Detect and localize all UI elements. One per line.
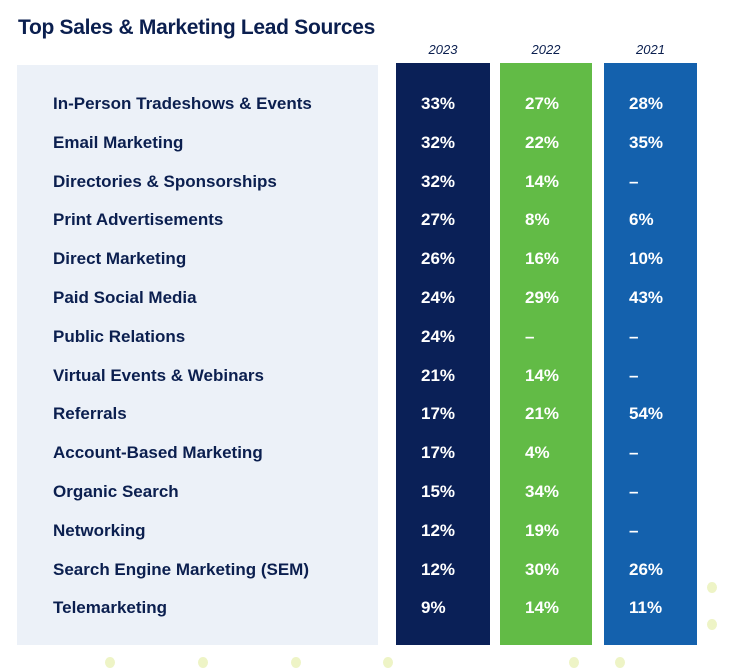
value-cell-2023: 26% <box>421 249 456 269</box>
value-cell-2022: 34% <box>525 482 560 501</box>
value-cell-2021: 43% <box>629 288 664 307</box>
value-cell-2021: 11% <box>629 598 663 618</box>
value-cell-2023: 12% <box>421 559 456 579</box>
row-label: Telemarketing <box>53 598 168 618</box>
value-cell-2023: 21% <box>421 365 456 385</box>
value-cell-2021: – <box>629 326 639 346</box>
row-label: Virtual Events & Webinars <box>53 365 264 385</box>
value-cell-2022: 29% <box>525 288 560 307</box>
page-title: Top Sales & Marketing Lead Sources <box>18 16 376 39</box>
year-column-2021 <box>604 63 697 645</box>
row-label: Search Engine Marketing (SEM) <box>53 559 309 579</box>
row-label: Account-Based Marketing <box>53 443 263 463</box>
row-label: Print Advertisements <box>53 210 224 230</box>
row-label: Organic Search <box>53 482 179 501</box>
value-cell-2023: 9% <box>421 598 446 618</box>
value-cell-2021: 54% <box>629 404 664 424</box>
value-cell-2023: 17% <box>421 404 456 424</box>
value-cell-2022: 8% <box>525 210 550 230</box>
value-cell-2023: 12% <box>421 520 456 540</box>
row-label: Paid Social Media <box>53 288 197 307</box>
decorative-dot <box>615 657 625 668</box>
value-cell-2021: – <box>629 520 639 540</box>
value-cell-2022: 14% <box>525 171 560 191</box>
row-label: Directories & Sponsorships <box>53 171 277 191</box>
value-cell-2023: 32% <box>421 132 456 152</box>
value-cell-2021: 6% <box>629 210 654 230</box>
row-label: Email Marketing <box>53 132 184 152</box>
value-cell-2022: – <box>525 326 535 346</box>
value-cell-2023: 17% <box>421 443 456 463</box>
decorative-dot <box>383 657 393 668</box>
decorative-dot <box>105 657 115 668</box>
value-cell-2022: 21% <box>525 404 560 424</box>
year-column-2023 <box>396 63 490 645</box>
value-cell-2022: 22% <box>525 132 560 152</box>
lead-source-labels-panel <box>17 65 378 645</box>
value-cell-2023: 27% <box>421 210 456 230</box>
value-cell-2022: 16% <box>525 249 560 269</box>
decorative-dot <box>569 657 579 668</box>
row-label: Referrals <box>53 404 127 424</box>
value-cell-2023: 15% <box>421 482 456 501</box>
year-header-2022: 2022 <box>531 42 561 57</box>
value-cell-2022: 19% <box>525 520 560 540</box>
decorative-dot <box>707 582 717 593</box>
value-cell-2021: – <box>629 365 639 385</box>
value-cell-2021: – <box>629 482 639 501</box>
value-cell-2022: 14% <box>525 598 560 618</box>
value-cell-2021: 28% <box>629 94 664 113</box>
row-label: Public Relations <box>53 326 186 346</box>
value-cell-2021: – <box>629 171 639 191</box>
year-header-2021: 2021 <box>636 42 665 57</box>
value-cell-2023: 33% <box>421 94 456 113</box>
row-label: Networking <box>53 520 146 540</box>
value-cell-2022: 30% <box>525 559 560 579</box>
value-cell-2021: – <box>629 443 639 463</box>
value-cell-2021: 10% <box>629 249 664 269</box>
value-cell-2021: 35% <box>629 132 664 152</box>
value-cell-2022: 27% <box>525 94 560 113</box>
value-cell-2023: 24% <box>421 326 456 346</box>
value-cell-2022: 4% <box>525 443 550 463</box>
row-label: Direct Marketing <box>53 249 187 269</box>
year-column-2022 <box>500 63 592 645</box>
value-cell-2023: 32% <box>421 171 456 191</box>
value-cell-2022: 14% <box>525 365 560 385</box>
value-cell-2023: 24% <box>421 288 456 307</box>
value-cell-2021: 26% <box>629 559 664 579</box>
decorative-dot <box>198 657 208 668</box>
decorative-dot <box>291 657 301 668</box>
decorative-dot <box>707 619 717 630</box>
row-label: In-Person Tradeshows & Events <box>53 94 312 113</box>
year-header-2023: 2023 <box>428 42 458 57</box>
